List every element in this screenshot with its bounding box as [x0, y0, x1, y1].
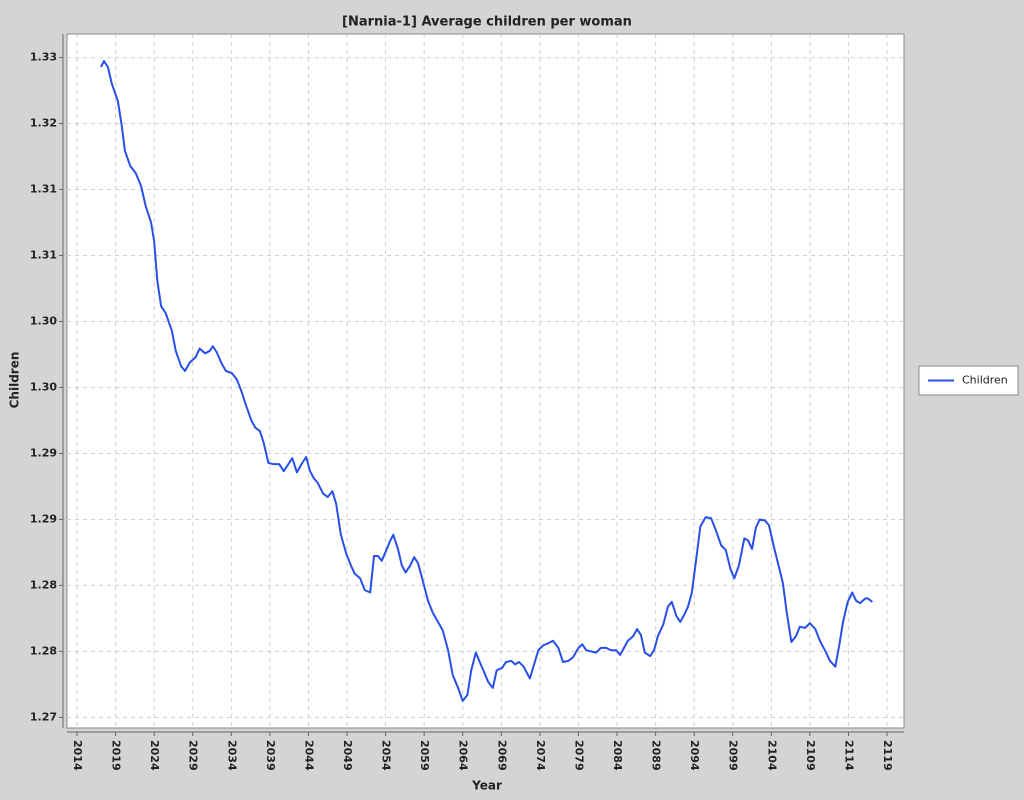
- y-tick-label: 1.33: [30, 51, 57, 64]
- y-tick-label: 1.28: [30, 644, 57, 657]
- x-tick-label: 2089: [650, 740, 663, 771]
- x-tick-label: 2054: [380, 740, 393, 771]
- x-tick-label: 2114: [842, 740, 855, 771]
- x-tick-label: 2049: [341, 740, 354, 771]
- x-tick-label: 2034: [225, 740, 238, 771]
- x-tick-label: 2109: [804, 740, 817, 771]
- y-tick-label: 1.30: [30, 314, 57, 327]
- x-tick-label: 2064: [457, 740, 470, 771]
- data-line: [100, 60, 873, 702]
- x-tick-label: 2119: [881, 740, 894, 771]
- y-axis-label: Children: [8, 352, 22, 409]
- x-tick-label: 2024: [148, 740, 161, 771]
- plot-area: [66, 33, 905, 729]
- x-tick-label: 2099: [727, 740, 740, 771]
- x-tick-label: 2079: [572, 740, 585, 771]
- y-tick-label: 1.27: [30, 710, 57, 723]
- x-tick-label: 2074: [534, 740, 547, 771]
- x-tick-label: 2029: [187, 740, 200, 771]
- y-tick-label: 1.31: [30, 249, 57, 262]
- x-tick-label: 2084: [611, 740, 624, 771]
- x-tick-label: 2094: [688, 740, 701, 771]
- x-tick-label: 2044: [302, 740, 315, 771]
- x-tick-label: 2104: [765, 740, 778, 771]
- y-tick-label: 1.29: [30, 446, 57, 459]
- x-tick-label: 2039: [264, 740, 277, 771]
- x-tick-label: 2059: [418, 740, 431, 771]
- chart-title: [Narnia-1] Average children per woman: [342, 15, 632, 30]
- legend-label: Children: [962, 374, 1008, 387]
- y-tick-label: 1.31: [30, 183, 57, 196]
- x-tick-label: 2069: [495, 740, 508, 771]
- y-tick-label: 1.32: [30, 117, 57, 130]
- x-tick-label: 2014: [71, 740, 84, 771]
- y-tick-label: 1.28: [30, 578, 57, 591]
- y-tick-label: 1.29: [30, 512, 57, 525]
- y-tick-label: 1.30: [30, 380, 57, 393]
- x-axis-label: Year: [471, 779, 502, 793]
- x-tick-label: 2019: [110, 740, 123, 771]
